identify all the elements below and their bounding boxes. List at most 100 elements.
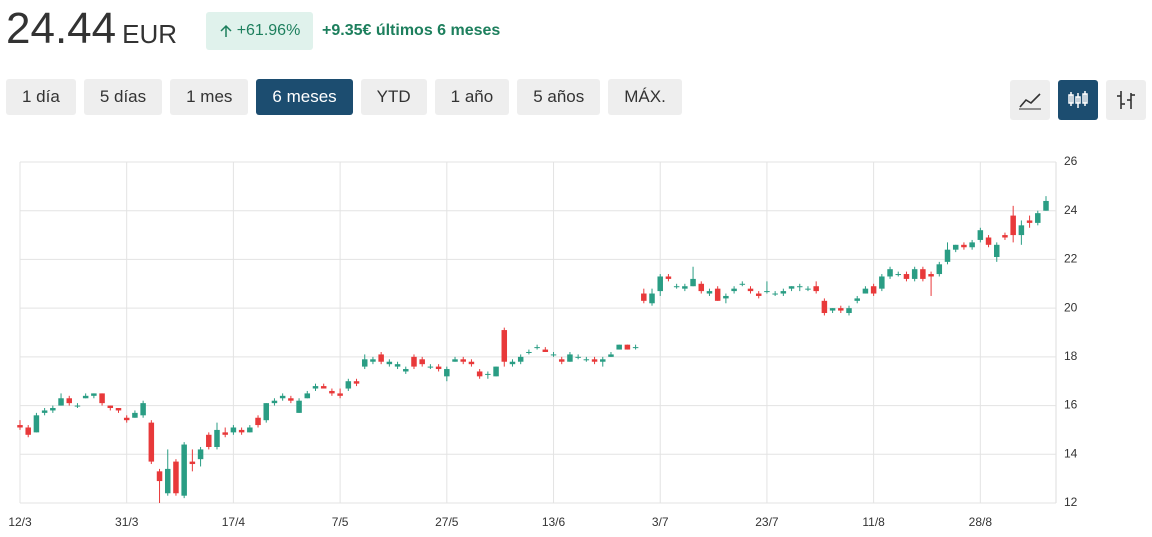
range-button[interactable]: 6 meses [256,79,353,115]
range-button[interactable]: 1 mes [170,79,249,115]
change-abs: +9.35€ últimos 6 meses [322,22,501,39]
candle-body [411,356,417,367]
x-tick-label: 17/4 [222,515,246,529]
candle-body [813,286,819,292]
candle-body [731,288,737,292]
range-button[interactable]: 1 día [6,79,76,115]
y-tick-label: 22 [1064,252,1078,266]
candle-body [558,359,565,362]
candle-body [550,354,557,356]
candle-body [386,361,393,365]
y-tick-label: 20 [1064,300,1078,314]
candle-body [608,354,614,357]
candle-body [797,286,803,288]
candle-body [427,366,434,368]
candle-body [361,359,368,367]
candle-body [928,274,934,277]
candle-body [91,393,97,396]
range-button[interactable]: 1 año [434,79,510,115]
range-button[interactable]: 5 años [517,79,601,115]
candle-body [247,427,253,433]
candle-body [271,400,278,404]
candle-body [682,286,688,289]
range-buttons: 1 día 5 días 1 mes 6 meses YTD 1 año 5 años MÁX… [6,79,682,115]
candle-body [517,356,524,362]
range-button[interactable]: 5 días [83,79,163,115]
candle-body [616,344,622,350]
candle-body [805,288,811,290]
x-tick-label: 11/8 [862,515,885,529]
candle-body [829,308,836,311]
candle-body [534,347,540,349]
currency: EUR [122,19,178,49]
candle-body [140,403,146,416]
candle-body [1002,235,1008,238]
candle-body [698,283,705,292]
arrow-up [220,24,232,37]
price: 24.44 [6,4,117,53]
y-tick-label: 26 [1064,154,1078,168]
candle-body [288,398,294,401]
candle-body [82,395,89,399]
change-badge: +61.96% [206,12,313,50]
x-tick-label: 13/6 [542,515,566,529]
y-tick-label: 16 [1064,398,1078,412]
candle-body [66,398,72,404]
candle-body [854,298,860,301]
candle-body [969,242,975,248]
candle-body [279,395,286,399]
x-tick-label: 3/7 [652,515,669,529]
candle-body [353,381,360,384]
candle-body [838,308,844,311]
x-tick-label: 7/5 [332,515,349,529]
candle-body [1043,200,1049,211]
candle-body [649,293,655,304]
candle-body [17,425,23,428]
candle-body [493,366,499,377]
candle-body [657,276,663,292]
candle-body [583,359,590,361]
candle-body [58,398,64,406]
candle-body [706,291,713,294]
y-tick-label: 18 [1064,349,1078,363]
candle-body [961,244,967,248]
candle-body [526,351,532,353]
candle-body [567,354,573,362]
candle-body [862,288,869,294]
chart: 12 14 16 18 20 22 24 26 12/3 31/3 17/4 7/5 27/5 13/6 3… [8,154,1078,529]
range-button[interactable]: YTD [360,79,427,115]
candle-body [460,359,466,362]
candle-body [821,300,828,314]
candle-body [329,390,335,394]
candle-body [788,286,795,289]
ohlc-chart-toggle[interactable] [1106,80,1146,120]
quote-header: 24.44 EUR [6,4,177,54]
x-tick-label: 12/3 [8,515,32,529]
candle-body [780,291,787,294]
candle-body [123,417,130,421]
candle-body [206,434,212,447]
candle-body [952,244,959,250]
candle-body [1026,220,1033,223]
candle-body [403,369,409,372]
candle-body [41,410,48,413]
candle-body [665,276,672,279]
candle-body [600,359,606,362]
candle-chart-toggle[interactable] [1058,80,1098,120]
candle-body [846,308,852,314]
candle-body [25,427,31,435]
candle-body [542,349,549,352]
range-button[interactable]: MÁX. [608,79,682,115]
candle-body [911,269,918,279]
y-tick-label: 12 [1064,495,1078,509]
candle-body [255,417,261,426]
line-chart-toggle[interactable] [1010,80,1050,120]
x-tick-label: 31/3 [115,515,139,529]
candle-body [312,386,319,389]
candle-body [944,249,951,262]
candle-body [173,461,179,494]
candle-body [1018,225,1025,236]
candle-body [156,471,163,482]
candle-body [197,449,204,460]
